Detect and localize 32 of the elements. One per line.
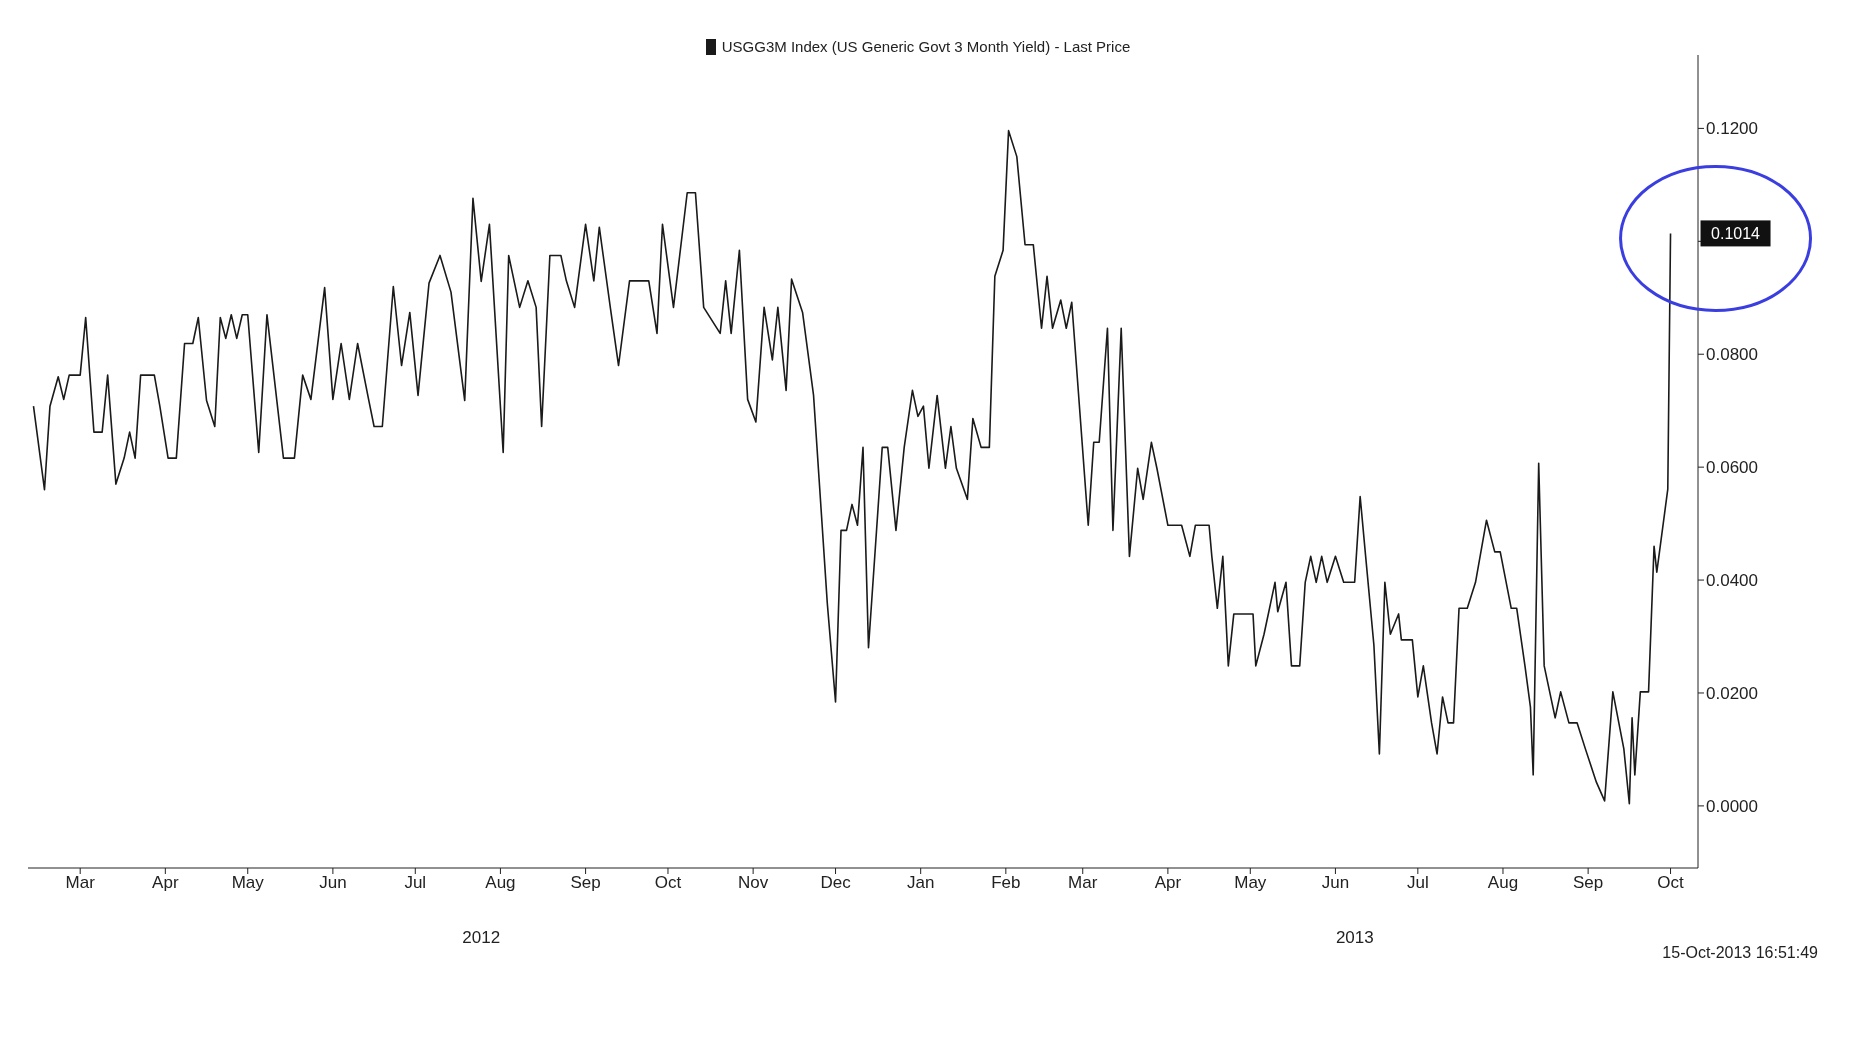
text: 2012 [462, 928, 501, 948]
x-tick-label: Nov [738, 873, 769, 893]
legend-label: USGG3M Index (US Generic Govt 3 Month Yield) - Last Price [721, 38, 1131, 55]
x-tick-label: Sep [570, 873, 601, 893]
x-tick-label: Mar [65, 873, 96, 893]
x-tick-label: May [1234, 873, 1267, 893]
y-tick-label: 0.0200 [1706, 684, 1758, 704]
x-tick-label: Apr [152, 873, 179, 893]
x-tick-label: Jul [404, 873, 427, 893]
x-tick-label: Aug [1487, 873, 1519, 893]
x-tick-label: Jun [319, 873, 347, 893]
annotation: 0.1014 [1711, 225, 1761, 243]
x-tick-label: Dec [820, 873, 852, 893]
y-tick-label: 0.1200 [1706, 119, 1758, 139]
x-tick-label: Oct [654, 873, 682, 893]
x-tick-label: Apr [1154, 873, 1182, 893]
x-tick-label: Jan [906, 873, 935, 893]
line-series [32, 129, 1672, 805]
text: 15-Oct-2013 16:51:49 [1662, 944, 1818, 962]
x-tick-label: Jun [1321, 873, 1350, 893]
x-tick-label: Feb [991, 873, 1021, 893]
y-tick-label: 0.0800 [1706, 345, 1758, 365]
x-tick-label: Sep [1573, 873, 1604, 893]
x-tick-label: Jul [1406, 873, 1429, 893]
x-tick-label: Oct [1657, 873, 1685, 893]
y-tick-label: 0.0600 [1706, 458, 1758, 478]
text: 2013 [1335, 928, 1374, 948]
y-tick-label: 0.0400 [1706, 571, 1758, 591]
x-tick-label: Mar [1068, 873, 1098, 893]
x-tick-label: Aug [485, 873, 516, 893]
x-tick-label: May [231, 873, 265, 893]
y-tick-label: 0.0000 [1706, 796, 1758, 816]
